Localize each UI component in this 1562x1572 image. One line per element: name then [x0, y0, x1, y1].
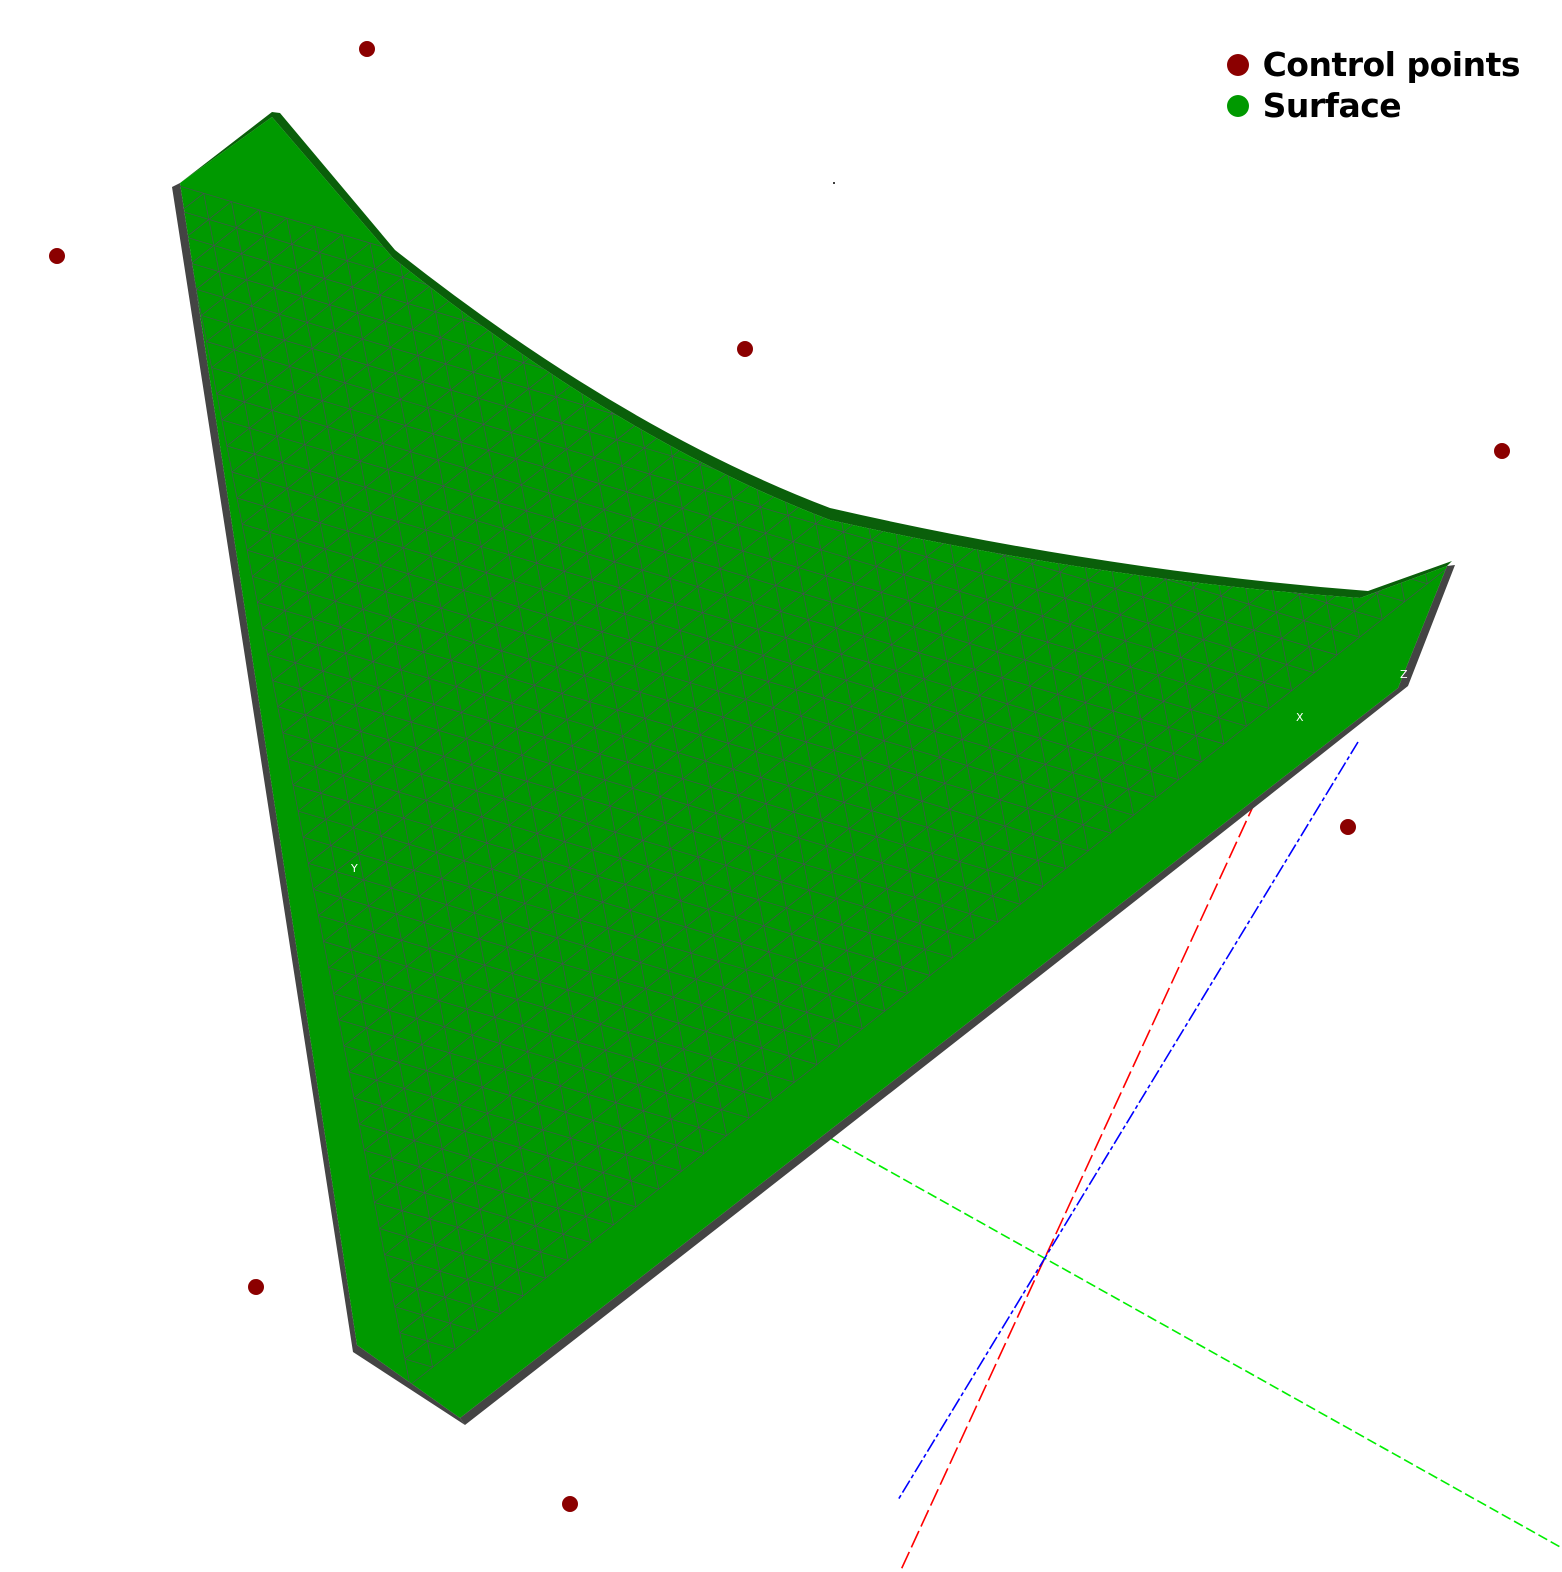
mesh-line: [216, 251, 398, 394]
legend-label: Control points: [1262, 45, 1521, 84]
mesh-line: [313, 888, 840, 1048]
control-point[interactable]: [737, 341, 753, 357]
mesh-line: [374, 507, 1257, 1203]
control-point[interactable]: [359, 41, 375, 57]
mesh-line: [203, 193, 433, 1368]
legend-label: Surface: [1262, 86, 1402, 125]
mesh-line: [480, 276, 660, 1190]
mesh-line: [363, 491, 1201, 1151]
mesh-line: [353, 474, 1146, 1099]
axes-group: [829, 741, 1562, 1572]
mesh-line: [374, 1202, 569, 1261]
mesh-line: [201, 226, 315, 316]
mesh-line: [394, 1306, 478, 1332]
mesh-line: [272, 680, 1021, 905]
legend-item-surface: Surface: [1226, 85, 1520, 126]
mesh-line: [241, 523, 1157, 798]
control-point[interactable]: [1494, 443, 1510, 459]
mesh-line: [384, 1254, 524, 1297]
mesh-line: [241, 292, 537, 525]
mesh-line: [409, 565, 1447, 1386]
z-axis-line: [897, 741, 1359, 1501]
mesh-line: [231, 471, 1202, 763]
z-axis-label: Z: [1400, 668, 1408, 681]
mesh-line: [591, 309, 750, 1118]
mesh-line: [343, 1045, 705, 1154]
mesh-line: [646, 325, 795, 1083]
legend-item-control-points: Control points: [1226, 44, 1521, 85]
control-point[interactable]: [248, 1279, 264, 1295]
x-axis-label: X: [1296, 711, 1304, 724]
mesh-line: [180, 193, 204, 212]
surface-solid[interactable]: [172, 112, 1455, 1425]
legend: Control points Surface: [1226, 44, 1521, 126]
mesh-line: [404, 1358, 433, 1368]
mesh-line: [389, 532, 1340, 1281]
y-axis-label: Y: [350, 862, 358, 875]
mesh-line: [348, 466, 1118, 1073]
surface-face: [180, 117, 1447, 1418]
mesh-line: [338, 449, 1063, 1021]
mesh-line: [282, 732, 976, 941]
mesh-line: [323, 941, 795, 1083]
control-point[interactable]: [49, 248, 65, 264]
x-axis-line: [899, 799, 1257, 1572]
mesh-line: [535, 292, 705, 1154]
surface-marker-icon: [1226, 94, 1249, 117]
mesh-line: [404, 557, 1423, 1360]
mesh-line: [236, 284, 509, 499]
control-point[interactable]: [1340, 819, 1356, 835]
mesh-line: [364, 1149, 614, 1226]
y-axis-line: [829, 1137, 1562, 1549]
mesh-line: [262, 628, 1066, 870]
mesh-line: [258, 209, 479, 1332]
mesh-line: [384, 524, 1312, 1255]
mesh-line: [379, 516, 1285, 1229]
stray-dot: [833, 182, 835, 184]
mesh-line: [369, 242, 569, 1261]
mesh-line: [196, 217, 288, 290]
mesh-line: [343, 458, 1091, 1047]
mesh-line: [191, 209, 260, 264]
mesh-line: [314, 226, 524, 1297]
mesh-line: [292, 784, 931, 976]
mesh-line: [333, 993, 750, 1119]
mesh-line: [221, 259, 426, 421]
mesh-line: [211, 367, 1292, 691]
mesh-line: [358, 482, 1174, 1125]
mesh-line: [231, 275, 481, 473]
mesh-line: [211, 242, 371, 368]
mesh-line: [369, 499, 1229, 1177]
mesh-line: [353, 1097, 659, 1190]
mesh-line: [226, 267, 454, 447]
mesh-line: [185, 201, 232, 238]
control-points-marker-icon: [1226, 53, 1249, 76]
mesh-line: [252, 575, 1112, 834]
mesh-line: [424, 259, 614, 1225]
mesh-line: [399, 549, 1395, 1334]
mesh-line: [394, 540, 1368, 1307]
mesh-line: [221, 419, 1247, 727]
control-points: [49, 41, 1510, 1512]
mesh-line: [303, 836, 885, 1012]
control-point[interactable]: [562, 1496, 578, 1512]
mesh-line: [206, 234, 343, 342]
